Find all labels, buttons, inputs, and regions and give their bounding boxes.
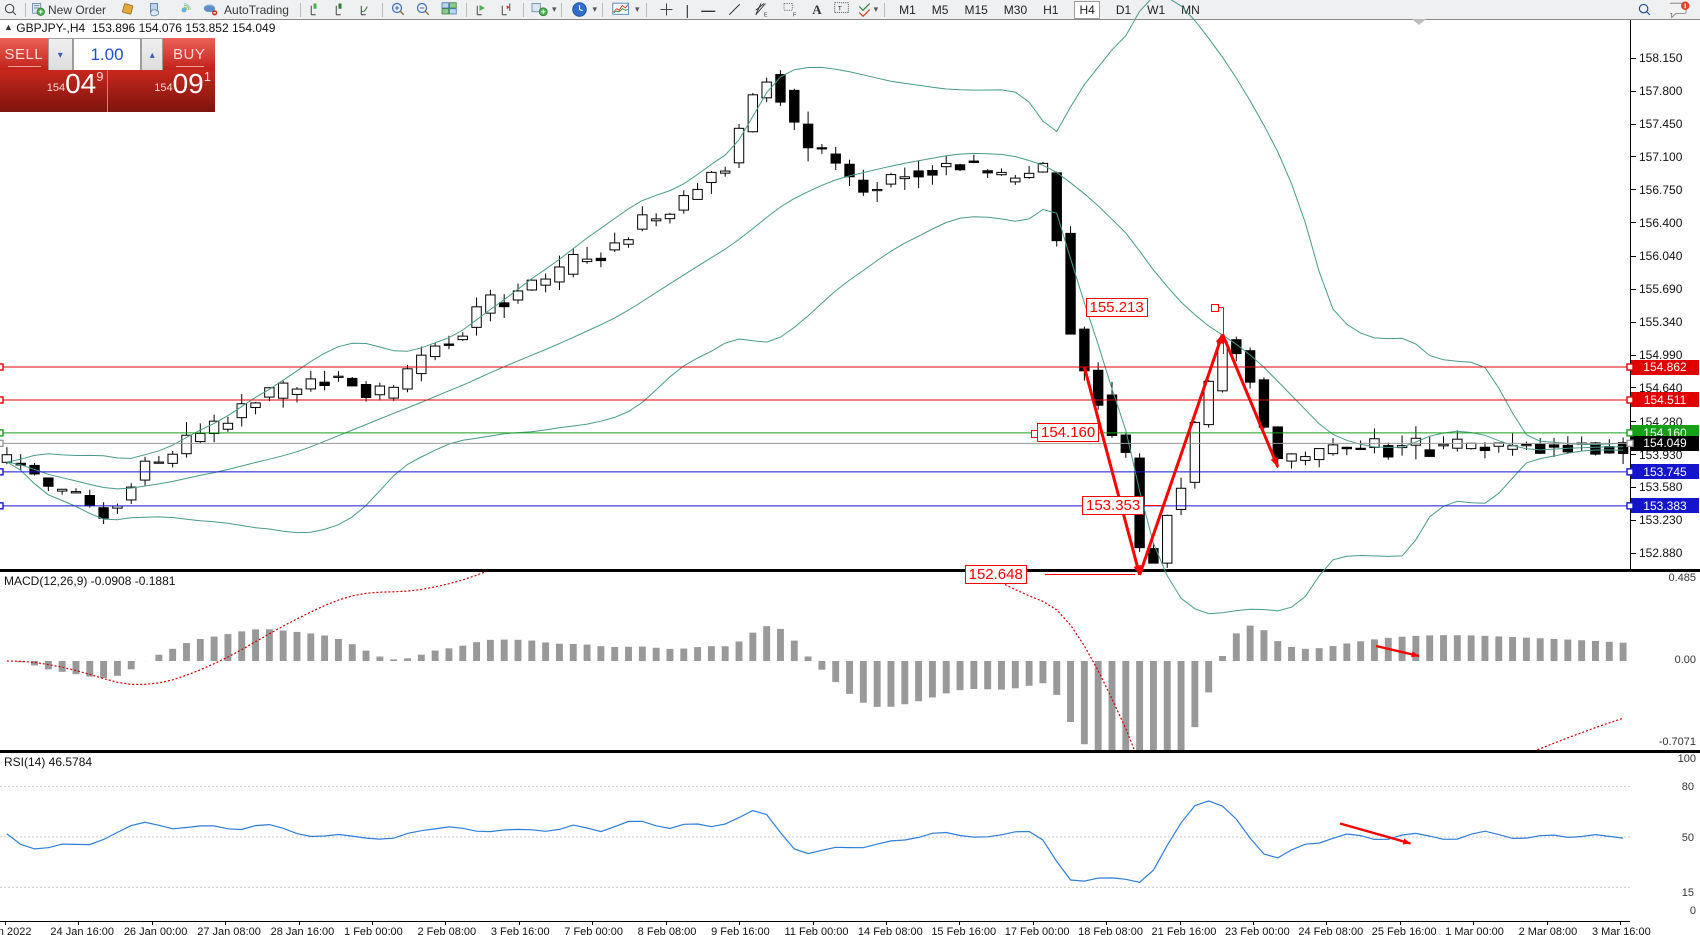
svg-text:F: F (793, 12, 796, 17)
svg-text:T: T (837, 5, 841, 12)
svg-text:E: E (764, 12, 768, 17)
